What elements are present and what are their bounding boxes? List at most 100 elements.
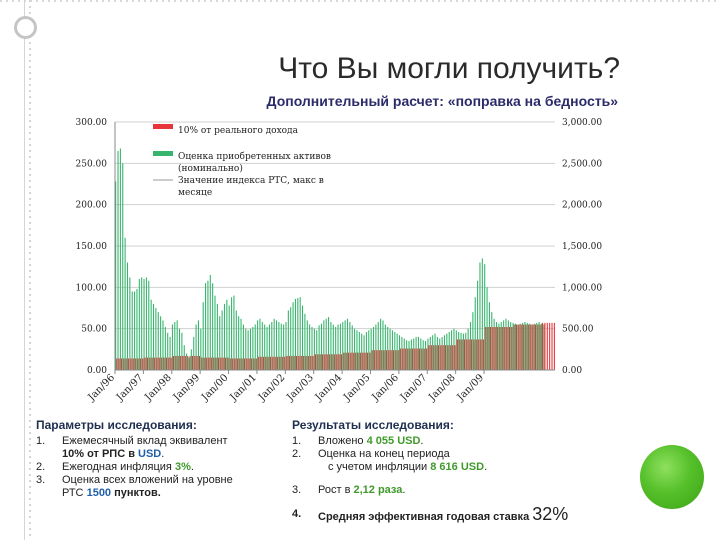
bar-contribution (395, 350, 397, 370)
legend-swatch-contribution (153, 124, 173, 129)
parameters-list: 1. Ежемесячный вклад эквивалент 10% от Р… (36, 435, 286, 500)
bar-contribution (513, 324, 515, 370)
bar-assets (164, 327, 166, 370)
x-tick-label: Jan/02 (256, 372, 287, 403)
bar-contribution (515, 324, 518, 370)
bar-contribution (348, 352, 350, 370)
bar-contribution (530, 324, 532, 370)
currency-value: USD (138, 448, 162, 460)
bar-contribution (125, 358, 127, 370)
bar-assets (387, 327, 389, 370)
bar-assets (240, 318, 242, 370)
bar-contribution (135, 358, 137, 370)
bar-contribution (459, 339, 461, 370)
bar-contribution (525, 324, 527, 370)
y-left-tick-label: 50.00 (81, 325, 107, 335)
green-ball-decoration (640, 445, 704, 509)
left-border-dots (29, 0, 31, 540)
chart-legend: 10% от реального дохода Оценка приобрете… (153, 124, 331, 198)
bar-contribution (402, 348, 404, 370)
bar-assets (533, 323, 535, 370)
bar-assets (455, 330, 457, 370)
bar-contribution (194, 355, 196, 370)
bar-contribution (426, 348, 428, 370)
bar-contribution (286, 355, 288, 370)
y-right-tick-label: 3,000.00 (562, 118, 602, 128)
bar-assets (119, 148, 121, 370)
bar-contribution (206, 357, 208, 370)
bar-assets (306, 320, 308, 370)
bar-assets (181, 332, 183, 370)
bar-assets (193, 336, 195, 370)
bar-assets (200, 328, 202, 370)
bar-contribution (542, 322, 544, 370)
bar-assets (216, 303, 218, 370)
bar-contribution (239, 358, 241, 370)
bar-assets (176, 320, 178, 370)
bar-assets (354, 328, 356, 370)
bar-contribution (184, 355, 186, 370)
bar-contribution (146, 357, 149, 370)
bar-contribution (196, 355, 198, 370)
bar-contribution (487, 327, 489, 370)
bar-assets (396, 333, 398, 370)
bar-assets (429, 336, 431, 370)
bar-contribution (374, 350, 376, 370)
x-tick-label: Jan/05 (341, 372, 372, 403)
bar-contribution (447, 345, 449, 370)
bar-assets (474, 297, 476, 370)
bar-assets (479, 262, 481, 370)
result-item-3: 3. Рост в 2,12 раза. (292, 484, 406, 496)
bar-assets (484, 264, 486, 370)
bar-assets (221, 310, 223, 370)
bar-assets (197, 320, 200, 370)
bar-contribution (494, 327, 496, 370)
result-item-1: 1. Вложено 4 055 USD. (292, 435, 424, 447)
bar-contribution (369, 352, 371, 370)
y-right-tick-label: 2,500.00 (562, 159, 602, 169)
bar-contribution (215, 357, 217, 370)
bar-contribution (324, 354, 326, 370)
bar-contribution (480, 339, 482, 370)
inflation-value: 3% (174, 461, 191, 473)
bar-contribution (293, 355, 295, 370)
bar-contribution (381, 350, 383, 370)
bar-assets (401, 336, 403, 370)
bar-assets (231, 297, 233, 370)
bar-contribution (199, 355, 201, 370)
bar-assets (259, 318, 261, 370)
bar-contribution (499, 327, 501, 370)
bar-contribution (340, 354, 343, 370)
slide-title: Что Вы могли получить? (278, 52, 620, 85)
bar-contribution (362, 352, 364, 370)
bar-assets (375, 324, 377, 370)
bar-assets (122, 163, 124, 370)
bar-assets (477, 280, 479, 370)
bar-assets (205, 283, 207, 370)
bar-contribution (132, 358, 134, 370)
bar-assets (406, 340, 408, 370)
y-left-tick-label: 200.00 (76, 201, 108, 211)
bar-contribution (291, 355, 293, 370)
bar-contribution (303, 355, 305, 370)
bar-contribution (345, 352, 347, 370)
bar-contribution (527, 324, 529, 370)
bar-contribution (281, 356, 283, 370)
bar-contribution (338, 354, 340, 370)
bar-assets (495, 322, 498, 370)
bar-assets (287, 310, 289, 370)
bar-assets (342, 322, 344, 370)
bar-contribution (492, 327, 494, 370)
bar-assets (323, 320, 325, 370)
bar-assets (155, 308, 157, 370)
y-left-tick-label: 250.00 (76, 159, 108, 169)
bar-contribution (400, 348, 402, 370)
left-border-line (24, 0, 25, 540)
parameter-item-2: 2. Ежегодная инфляция 3%. (36, 461, 194, 473)
bar-assets (138, 279, 140, 370)
bar-assets (266, 327, 268, 370)
x-tick-label: Jan/03 (284, 372, 315, 403)
bar-assets (439, 338, 441, 370)
bar-contribution (243, 358, 246, 370)
bar-assets (280, 323, 282, 370)
